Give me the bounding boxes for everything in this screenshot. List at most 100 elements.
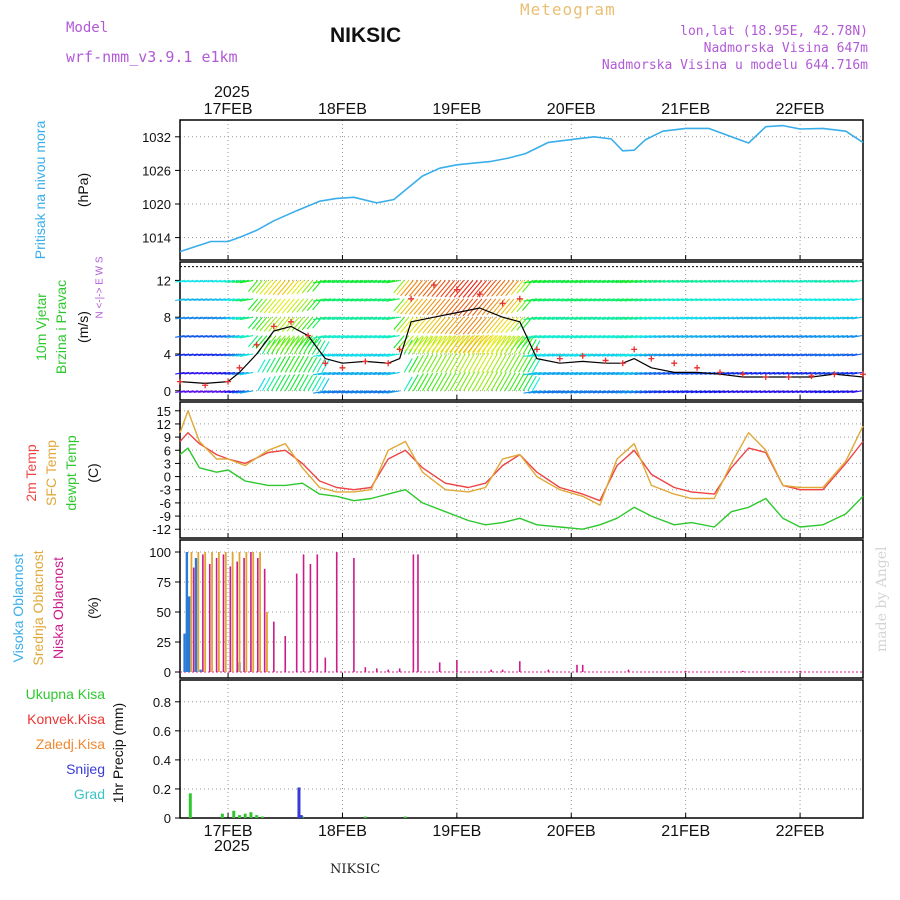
wind-arrow: [615, 316, 629, 321]
wind-arrow: [354, 371, 368, 376]
wind-arrow: [184, 316, 194, 320]
wind-arrow: [695, 390, 707, 394]
wind-arrow: [354, 316, 368, 321]
wind-arrow: [737, 279, 748, 283]
wind-arrow: [639, 298, 652, 302]
wind-arrow: [755, 335, 766, 338]
y-tick-label: 3: [164, 456, 171, 471]
wind-arrow: [787, 390, 798, 394]
wind-arrow: [268, 316, 282, 332]
wind-arrow: [542, 390, 556, 394]
high-cloud-bar: [199, 669, 202, 672]
wind-arrow: [228, 279, 240, 283]
wind-arrow: [193, 353, 203, 357]
high-cloud-bar: [185, 552, 189, 672]
wind-arrow: [579, 335, 592, 339]
wind-arrow: [547, 353, 560, 357]
time-label-bottom: 20FEB: [547, 823, 596, 840]
wind-arrow: [224, 316, 235, 320]
wind-arrow: [341, 371, 354, 376]
wind-arrow: [396, 316, 410, 332]
wind-arrow: [672, 279, 684, 283]
wind-arrow: [782, 335, 794, 338]
wind-arrow: [846, 298, 858, 302]
wind-arrow: [454, 353, 466, 373]
wind-arrow: [718, 316, 730, 320]
wind-arrow: [490, 335, 503, 355]
wind-arrow: [690, 390, 702, 394]
wind-arrow: [454, 371, 466, 392]
wind-arrow: [579, 316, 592, 321]
wind-arrow: [239, 316, 254, 321]
wind-arrow: [453, 335, 469, 353]
wind-arrow: [653, 390, 666, 394]
wind-arrow: [837, 298, 849, 302]
wind-arrow: [251, 335, 263, 349]
wind-arrow: [332, 279, 345, 284]
wind-arrow: [810, 298, 821, 302]
wind-speed-line: [179, 307, 864, 384]
wind-arrow: [658, 316, 670, 320]
wind-arrow: [653, 316, 666, 320]
footer-station: NIKSIC: [330, 862, 381, 877]
gust-marker: [533, 346, 540, 353]
wind-arrow: [499, 353, 512, 373]
total-rain-bar: [237, 815, 241, 818]
wind-arrow: [322, 335, 336, 339]
wind-arrow: [713, 316, 725, 320]
wind-arrow: [769, 279, 780, 283]
wind-arrow: [551, 298, 565, 302]
wind-arrow: [556, 298, 570, 302]
wind-arrow: [672, 335, 684, 339]
wind-arrow: [368, 316, 382, 320]
wind-arrow: [810, 390, 821, 394]
gust-marker: [253, 341, 260, 348]
wind-arrow: [207, 390, 217, 393]
y-tick-label: 0.8: [153, 695, 171, 710]
wind-arrow: [363, 335, 377, 339]
gust-marker: [648, 355, 655, 362]
wind-arrow: [634, 353, 647, 357]
wind-arrow: [732, 298, 743, 302]
wind-arrow: [431, 372, 443, 392]
y-tick-label: -12: [152, 522, 171, 537]
panel-frame-pressure: [179, 119, 864, 261]
wind-arrow: [255, 316, 268, 331]
wind-arrow: [458, 280, 474, 298]
wind-arrow: [832, 390, 844, 394]
wind-arrow: [363, 353, 377, 357]
wind-arrow: [313, 279, 327, 284]
wind-arrow: [695, 298, 707, 302]
wind-arrow: [198, 390, 208, 393]
wind-arrow: [709, 279, 721, 283]
wind-arrow: [629, 353, 643, 357]
wind-arrow: [198, 335, 208, 338]
wind-arrow: [377, 353, 391, 357]
wind-arrow: [579, 371, 592, 376]
wind-arrow: [592, 390, 606, 394]
y-tick-label: 12: [157, 273, 171, 288]
wind-arrow: [746, 390, 757, 394]
wind-arrow: [615, 353, 629, 357]
wind-arrow: [615, 335, 629, 339]
wind-arrow: [842, 279, 853, 283]
wind-arrow: [228, 390, 240, 394]
wind-arrow: [837, 353, 849, 357]
wind-arrow: [239, 298, 254, 302]
wind-arrow: [291, 280, 305, 295]
wind-arrow: [449, 335, 465, 353]
y-tick-label: 0: [164, 811, 171, 826]
wind-arrow: [322, 371, 336, 376]
y-tick-label: 9: [164, 430, 171, 445]
wind-arrow: [667, 353, 679, 357]
wind-arrow: [523, 390, 537, 394]
low-cloud-bar: [273, 621, 275, 672]
wind-arrow: [184, 390, 194, 393]
wind-arrow: [289, 355, 300, 373]
wind-arrow: [634, 279, 647, 284]
wind-arrow: [322, 316, 336, 321]
wind-arrow: [472, 352, 485, 373]
wind-arrow: [268, 335, 282, 351]
wind-arrow: [472, 298, 488, 316]
wind-arrow: [624, 316, 638, 321]
